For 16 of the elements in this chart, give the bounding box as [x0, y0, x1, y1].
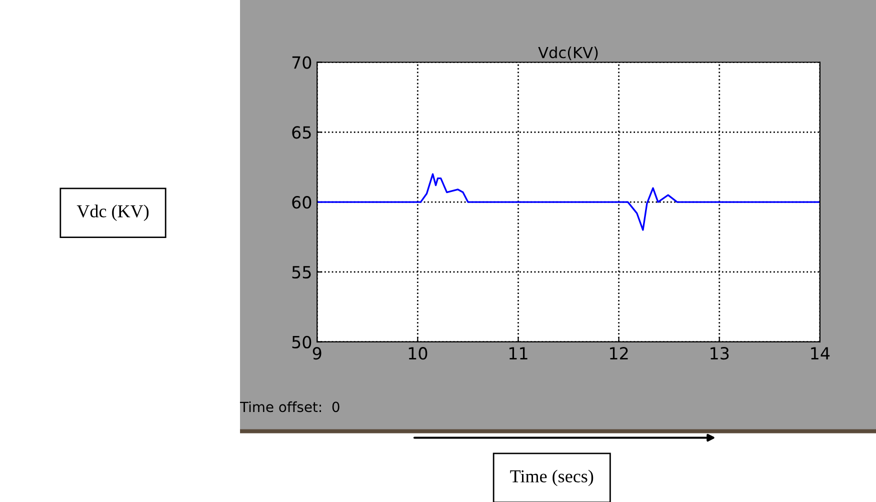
- text: Vdc (KV): [76, 204, 149, 222]
- y-tick-label: 65: [292, 126, 311, 139]
- x-tick-label: 11: [509, 347, 528, 360]
- y-tick-label: 70: [292, 56, 312, 69]
- text: Time offset: 0: [240, 401, 340, 412]
- line-series: [317, 173, 820, 231]
- x-tick-label: 9: [312, 347, 322, 360]
- x-tick-label: 13: [710, 347, 729, 360]
- x-tick-label: 14: [811, 347, 830, 360]
- text: Time (secs): [510, 470, 594, 486]
- x-tick-label: 10: [408, 347, 428, 360]
- y-tick-label: 50: [292, 336, 312, 348]
- x-tick-label: 12: [610, 347, 628, 360]
- y-tick-label: 60: [292, 196, 312, 209]
- y-tick-label: 55: [292, 266, 311, 279]
- chart-title: Vdc(KV): [538, 46, 598, 60]
